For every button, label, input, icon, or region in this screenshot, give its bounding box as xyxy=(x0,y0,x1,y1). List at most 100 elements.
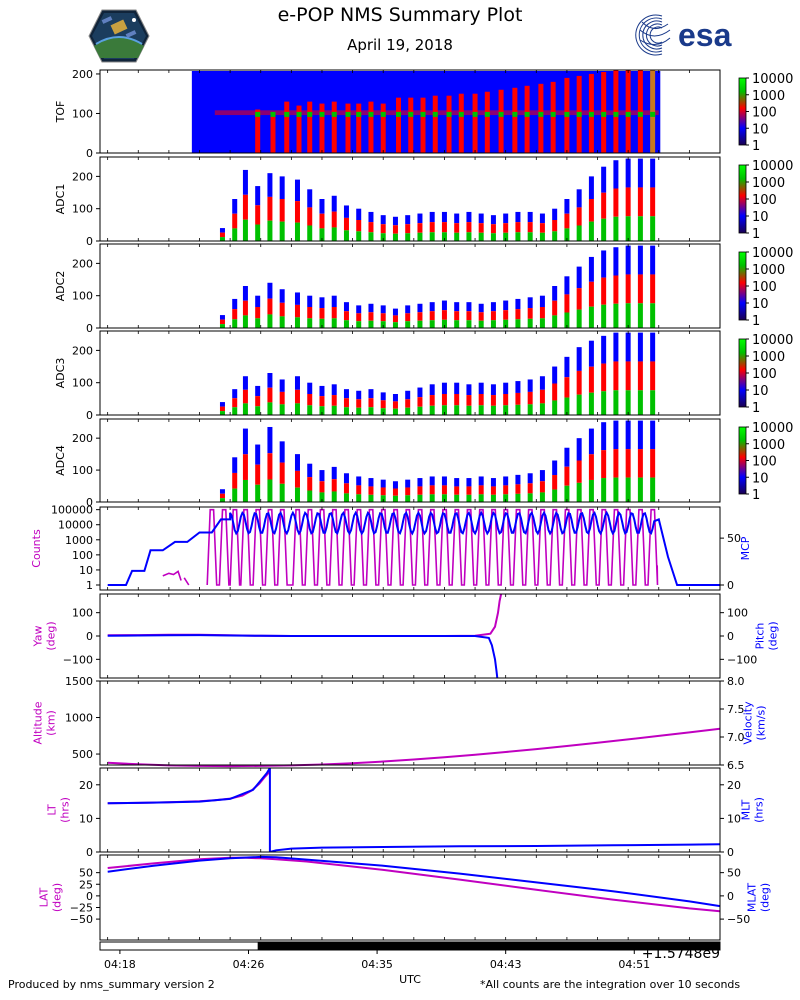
adc2-burst-blue xyxy=(515,298,521,310)
adc4-burst-blue xyxy=(368,478,374,487)
adc2-burst-green xyxy=(417,320,423,328)
x-axis-label: UTC xyxy=(399,973,421,986)
adc3-burst-green xyxy=(637,390,643,415)
adc3-burst-red xyxy=(527,391,533,405)
tof-burst-peak xyxy=(550,111,556,117)
adc2-burst-green xyxy=(279,316,285,328)
adc1-burst-green xyxy=(294,222,300,241)
adc2-burst-green xyxy=(478,320,484,328)
adc2-burst-blue xyxy=(552,286,558,301)
adc3-burst-green xyxy=(307,405,313,415)
tof-ytick: 0 xyxy=(86,147,93,160)
tof-ytick: 200 xyxy=(72,68,93,81)
adc4-burst-blue xyxy=(441,476,447,486)
adc1-burst-green xyxy=(331,227,337,241)
adc1-burst-red xyxy=(368,222,374,233)
counts-line-low xyxy=(162,570,182,581)
adc1-burst-blue xyxy=(527,211,533,223)
adc3-burst-blue xyxy=(588,340,594,367)
adc3-burst-blue xyxy=(331,384,337,396)
adc1-burst-green xyxy=(576,225,582,241)
adc2-burst-red xyxy=(255,307,261,319)
lat-ytick: −50 xyxy=(70,913,93,926)
adc4-burst-green xyxy=(331,491,337,502)
adc2-burst-green xyxy=(503,319,509,328)
adc2-burst-blue xyxy=(331,295,337,307)
mlt-ytick: 10 xyxy=(727,812,741,825)
adc1-ytick: 100 xyxy=(72,203,93,216)
pitch-line xyxy=(107,634,499,678)
adc2-burst-red xyxy=(441,310,447,320)
adc2-burst-green xyxy=(255,318,261,328)
lt-ylabel-line: (hrs) xyxy=(59,797,72,823)
adc2-colorbar-tick: 10000 xyxy=(752,246,793,261)
adc4-burst-green xyxy=(564,485,570,502)
adc4-burst-red xyxy=(650,449,656,478)
adc3-burst-blue xyxy=(601,335,607,364)
adc3-burst-green xyxy=(343,407,349,415)
adc1-burst-green xyxy=(405,233,411,241)
adc4-burst-green xyxy=(356,494,362,502)
adc4-ytick: 100 xyxy=(72,464,93,477)
adc4-burst-green xyxy=(613,477,619,502)
tof-burst xyxy=(331,101,337,153)
adc4-burst-red xyxy=(552,475,558,490)
lt-ytick: 10 xyxy=(79,812,93,825)
tof-burst-peak xyxy=(331,111,337,117)
adc3-burst-green xyxy=(294,403,300,415)
adc2-burst-blue xyxy=(539,295,545,307)
adc3-burst-red xyxy=(405,399,411,408)
adc1-burst-red xyxy=(279,199,285,222)
adc1-burst-blue xyxy=(613,160,619,189)
adc1-burst-blue xyxy=(294,179,300,202)
adc4-burst-green xyxy=(588,479,594,502)
adc2-burst-red xyxy=(232,309,238,320)
adc4-burst-blue xyxy=(503,476,509,486)
adc2-burst-blue xyxy=(478,303,484,313)
adc4-burst-red xyxy=(466,486,472,495)
adc3-burst-green xyxy=(242,403,248,415)
adc3-burst-blue xyxy=(429,384,435,396)
adc4-burst-green xyxy=(279,483,285,502)
adc3-burst-green xyxy=(588,392,594,415)
tof-burst-peak xyxy=(345,111,351,117)
tof-burst-peak xyxy=(408,111,414,117)
tof-burst xyxy=(613,70,619,153)
adc3-burst-green xyxy=(650,390,656,415)
adc4-burst-red xyxy=(564,466,570,486)
adc4-colorbar xyxy=(738,426,747,495)
adc1-burst-red xyxy=(392,225,398,234)
adc2-ytick: 200 xyxy=(72,257,93,270)
adc4-burst-red xyxy=(343,483,349,494)
adc4-burst-blue xyxy=(255,444,261,465)
tof-burst-peak xyxy=(420,111,426,117)
tof-burst xyxy=(498,89,504,153)
plot-date: April 19, 2018 xyxy=(347,36,453,54)
adc2-burst-red xyxy=(319,308,325,319)
adc2-burst-red xyxy=(478,312,484,321)
adc1-ytick: 200 xyxy=(72,170,93,183)
adc4-burst-blue xyxy=(490,478,496,487)
tof-colorbar-tick: 1000 xyxy=(752,89,785,104)
adc2-burst-red xyxy=(527,308,533,319)
adc3-burst-blue xyxy=(515,381,521,393)
adc4-burst-red xyxy=(380,487,386,496)
adc4-burst-blue xyxy=(515,474,521,485)
adc2-burst-blue xyxy=(380,305,386,314)
tof-burst xyxy=(270,113,276,153)
adc1-burst-green xyxy=(613,216,619,241)
adc4-burst-red xyxy=(637,449,643,478)
adc3-burst-blue xyxy=(454,382,460,394)
adc4-burst-blue xyxy=(625,420,631,450)
adc4-burst-red xyxy=(307,477,313,491)
tof-burst-peak xyxy=(458,111,464,117)
adc4-burst-red xyxy=(232,472,238,489)
tof-burst-peak xyxy=(296,111,302,117)
adc1-burst-blue xyxy=(417,213,423,224)
adc4-burst-green xyxy=(454,494,460,502)
pitch-ytick: 0 xyxy=(727,630,734,643)
adc2-burst-red xyxy=(650,274,656,304)
adc2-burst-red xyxy=(490,311,496,321)
adc4-burst-red xyxy=(319,481,325,493)
